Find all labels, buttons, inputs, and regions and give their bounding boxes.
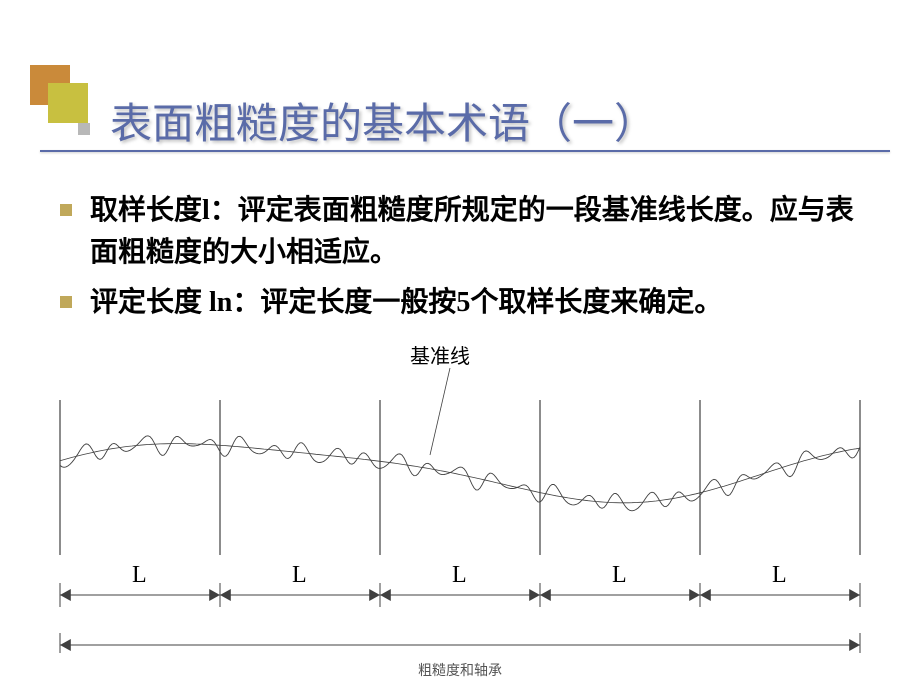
footer-text: 粗糙度和轴承: [418, 660, 502, 680]
bullet-marker: [60, 204, 72, 216]
bullet-item: 取样长度l：评定表面粗糙度所规定的一段基准线长度。应与表面粗糙度的大小相适应。: [60, 190, 880, 274]
segment-label: L: [132, 562, 147, 589]
reference-line-label: 基准线: [410, 340, 470, 369]
segment-label: L: [292, 562, 307, 589]
bullet-marker: [60, 296, 72, 308]
segment-label: L: [452, 562, 467, 589]
segment-label: L: [772, 562, 787, 589]
bullet-item: 评定长度 ln：评定长度一般按5个取样长度来确定。: [60, 282, 880, 324]
page-title: 表面粗糙度的基本术语（一）: [110, 90, 890, 151]
small-square: [78, 123, 90, 135]
front-square: [48, 83, 88, 123]
segment-label: L: [612, 562, 627, 589]
diagram-container: 基准线 LLLLL: [30, 360, 890, 680]
title-underline: [40, 150, 890, 152]
title-container: 表面粗糙度的基本术语（一）: [110, 90, 890, 151]
bullet-text: 评定长度 ln：评定长度一般按5个取样长度来确定。: [90, 282, 722, 324]
content-area: 取样长度l：评定表面粗糙度所规定的一段基准线长度。应与表面粗糙度的大小相适应。 …: [60, 190, 880, 332]
roughness-diagram: [30, 360, 890, 660]
header-decoration: [30, 65, 100, 140]
bullet-text: 取样长度l：评定表面粗糙度所规定的一段基准线长度。应与表面粗糙度的大小相适应。: [90, 190, 880, 274]
